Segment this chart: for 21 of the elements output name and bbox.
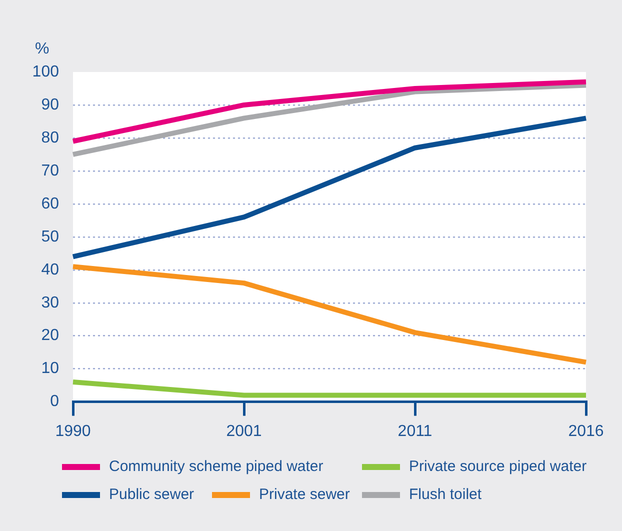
y-tick-label: 50 xyxy=(41,228,60,246)
y-tick-label: 80 xyxy=(41,129,60,146)
legend-label: Public sewer xyxy=(109,486,194,504)
y-axis-title: % xyxy=(35,40,50,58)
y-tick-label: 0 xyxy=(50,393,60,410)
legend-label: Community scheme piped water xyxy=(109,458,324,476)
x-tick-label: 2011 xyxy=(398,422,432,440)
y-tick-label: 30 xyxy=(41,294,60,312)
x-tick-label: 1990 xyxy=(55,422,91,440)
x-tick-label: 2016 xyxy=(568,422,604,440)
legend-label: Flush toilet xyxy=(409,486,482,504)
x-tick-label: 2001 xyxy=(226,422,262,440)
y-tick-label: 70 xyxy=(41,162,60,180)
y-tick-label: 20 xyxy=(41,327,60,344)
legend-label: Private sewer xyxy=(259,486,350,504)
y-tick-label: 10 xyxy=(41,360,60,378)
y-tick-label: 60 xyxy=(41,195,60,212)
y-tick-label: 40 xyxy=(41,261,60,278)
y-tick-label: 90 xyxy=(41,96,60,114)
legend-label: Private source piped water xyxy=(409,458,587,476)
y-tick-label: 100 xyxy=(32,63,60,80)
